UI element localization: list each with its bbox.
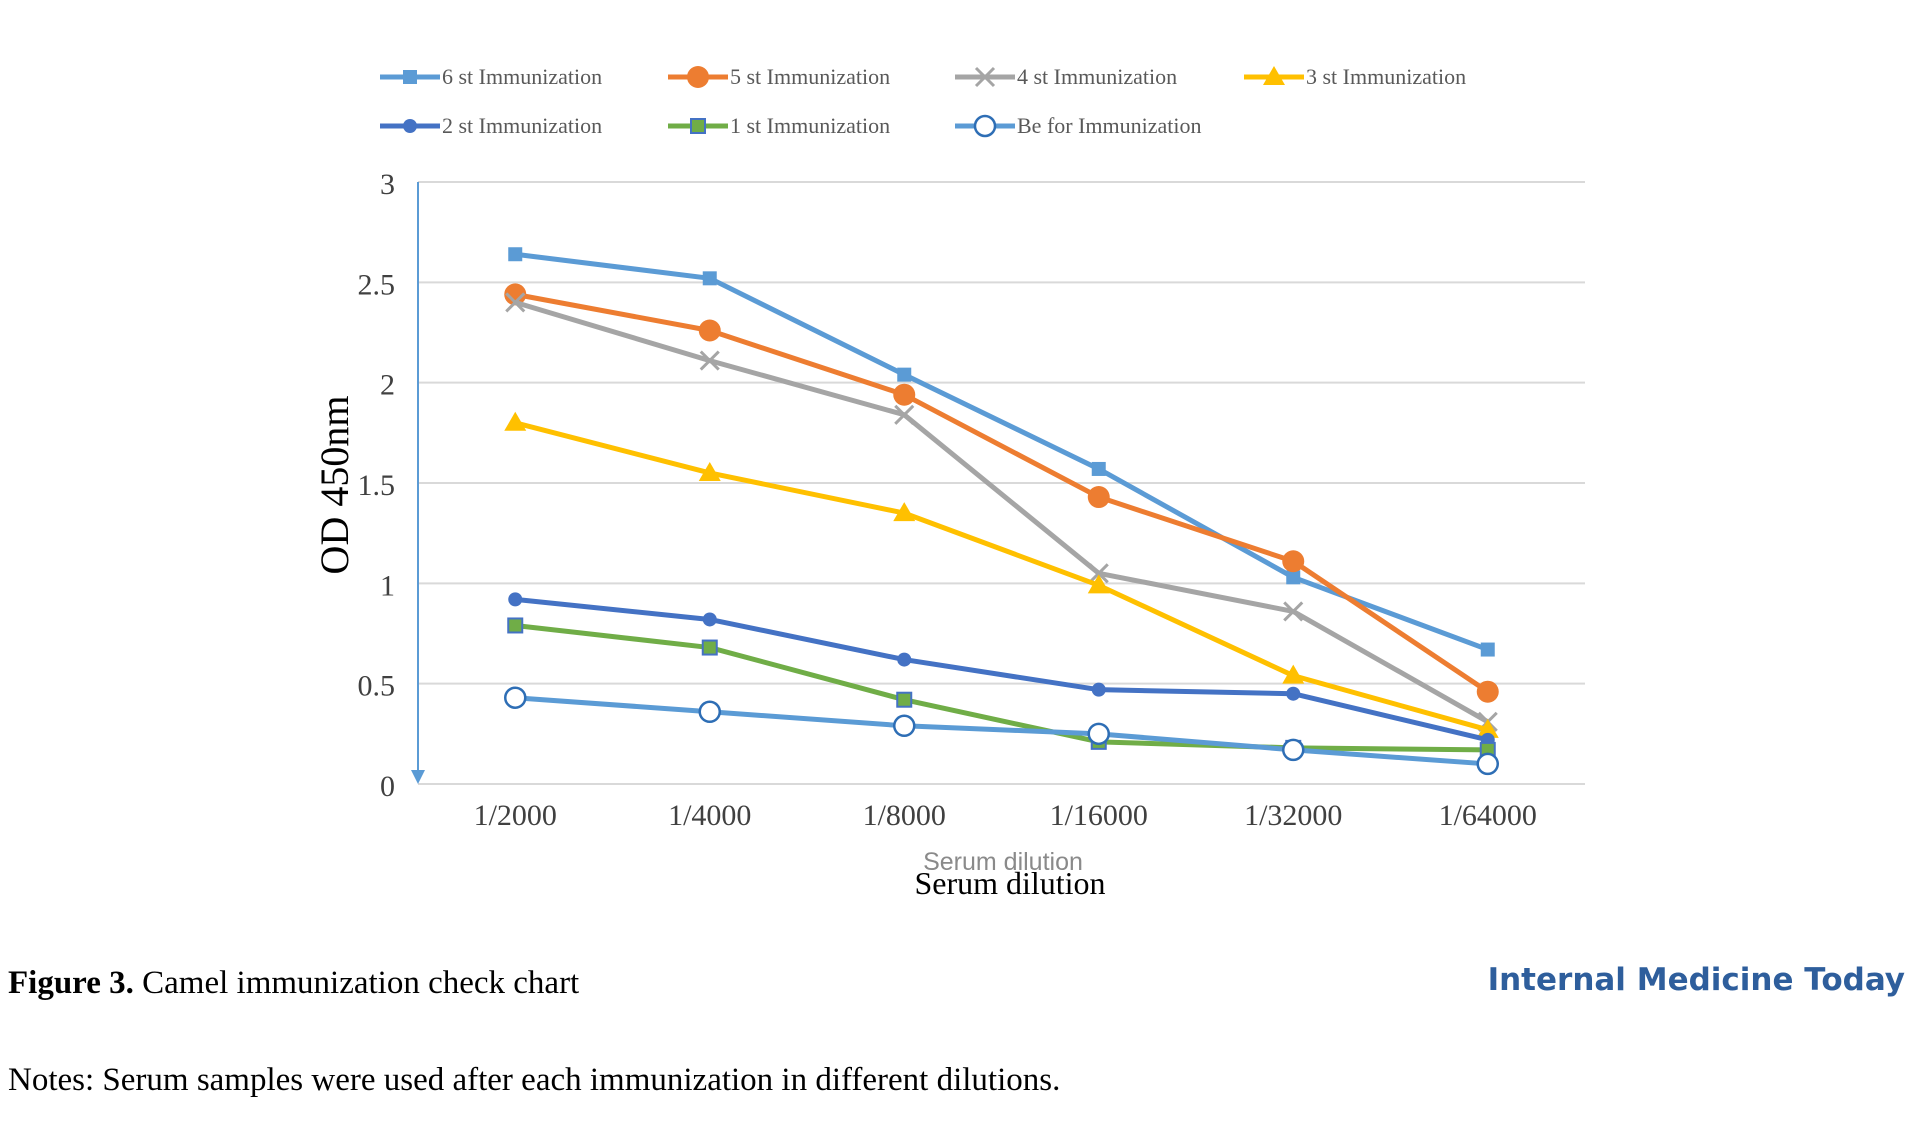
legend-label: 1 st Immunization (730, 113, 890, 138)
y-tick-label: 0.5 (358, 670, 396, 703)
series-group (504, 283, 1499, 703)
figure-notes: Notes: Serum samples were used after eac… (8, 1062, 1061, 1098)
data-point (1087, 486, 1110, 509)
legend-marker (403, 70, 417, 84)
data-point (897, 652, 912, 667)
series-line (515, 695, 1488, 767)
data-point (896, 691, 913, 708)
legend-marker (973, 114, 997, 138)
data-point (504, 686, 527, 709)
x-tick-label: 1/32000 (1244, 799, 1342, 832)
legend-label: 6 st Immunization (442, 64, 602, 89)
legend-marker (403, 119, 417, 133)
y-tick-label: 2 (380, 369, 395, 402)
y-tick-label: 2.5 (358, 268, 396, 301)
data-point (1283, 601, 1304, 622)
series-line (514, 420, 1489, 733)
legend-item: Be for Immunization (955, 113, 1202, 138)
figure-caption: Figure 3. Camel immunization check chart (8, 965, 579, 1002)
series-group (508, 247, 1495, 657)
legend-label: Be for Immunization (1017, 113, 1202, 138)
y-axis-arrow (411, 770, 425, 784)
data-point (1480, 642, 1495, 657)
legend-marker (1263, 66, 1285, 85)
data-point (504, 283, 527, 306)
legend-label: 2 st Immunization (442, 113, 602, 138)
data-point (1286, 570, 1301, 585)
figure-caption-text: Camel immunization check chart (142, 965, 580, 1001)
legend-label: 5 st Immunization (730, 64, 890, 89)
series-group (505, 292, 1498, 732)
series-line (514, 300, 1489, 724)
legend-marker (690, 118, 706, 134)
series-group (508, 592, 1495, 747)
chart-gridlines (418, 181, 1585, 785)
data-point (1087, 722, 1110, 746)
y-tick-label: 0 (380, 770, 395, 803)
data-point (893, 714, 916, 738)
series-line (514, 596, 1489, 743)
data-point (1088, 563, 1109, 584)
data-point (698, 461, 721, 481)
series-line (514, 251, 1489, 652)
data-point (1282, 550, 1305, 573)
y-tick-label: 3 (380, 168, 395, 201)
x-axis-ticks: 1/2000 1/4000 1/8000 1/16000 1/32000 1/64000 (474, 799, 1537, 832)
data-point (508, 592, 523, 607)
series-group (504, 411, 1499, 738)
y-tick-label: 1.5 (358, 469, 396, 502)
chart-series (504, 247, 1499, 776)
x-tick-label: 1/64000 (1439, 799, 1537, 832)
data-point (893, 383, 916, 406)
legend-item: 2 st Immunization (380, 113, 602, 138)
x-tick-label: 1/16000 (1050, 799, 1148, 832)
data-point (505, 292, 526, 313)
x-tick-label: 1/8000 (863, 799, 946, 832)
legend-item: 4 st Immunization (955, 64, 1177, 89)
data-point (1282, 738, 1305, 762)
data-point (894, 404, 915, 425)
legend-marker (687, 66, 709, 88)
data-point (1091, 461, 1106, 476)
series-line (514, 291, 1490, 694)
x-tick-label: 1/2000 (474, 799, 557, 832)
data-point (699, 350, 720, 371)
data-point (698, 700, 721, 724)
data-point (701, 639, 718, 656)
data-point (893, 502, 916, 522)
y-axis-ticks: 0 0.5 1 1.5 2 2.5 3 (358, 168, 396, 803)
data-point (1091, 682, 1106, 697)
legend-item: 5 st Immunization (668, 64, 890, 89)
data-point (504, 411, 527, 431)
data-point (702, 271, 717, 286)
x-axis-label-ghost: Serum dilution (923, 848, 1083, 876)
figure-label: Figure 3. (8, 965, 134, 1001)
chart-legend: 6 st Immunization 5 st Immunization 4 st I… (380, 64, 1466, 138)
series-line (514, 622, 1488, 753)
data-point (897, 367, 912, 382)
data-point (1286, 686, 1301, 701)
data-point (1087, 574, 1110, 594)
data-point (508, 247, 523, 262)
line-chart: 6 st Immunization 5 st Immunization 4 st I… (312, 64, 1585, 901)
data-point (1476, 680, 1499, 703)
legend-label: 3 st Immunization (1306, 64, 1466, 89)
y-axis-label: OD 450nm (312, 396, 357, 575)
series-group (504, 686, 1499, 776)
legend-item: 1 st Immunization (668, 113, 890, 138)
legend-item: 3 st Immunization (1244, 64, 1466, 89)
legend-label: 4 st Immunization (1017, 64, 1177, 89)
x-tick-label: 1/4000 (668, 799, 751, 832)
data-point (507, 617, 524, 634)
data-point (698, 319, 721, 342)
data-point (1282, 664, 1305, 684)
data-point (1476, 718, 1499, 738)
data-point (1476, 752, 1499, 776)
legend-marker (974, 66, 996, 88)
legend-item: 6 st Immunization (380, 64, 602, 89)
y-tick-label: 1 (380, 569, 395, 602)
x-axis-label: Serum dilution (914, 865, 1105, 901)
journal-name: Internal Medicine Today (1487, 962, 1905, 998)
data-point (702, 612, 717, 627)
